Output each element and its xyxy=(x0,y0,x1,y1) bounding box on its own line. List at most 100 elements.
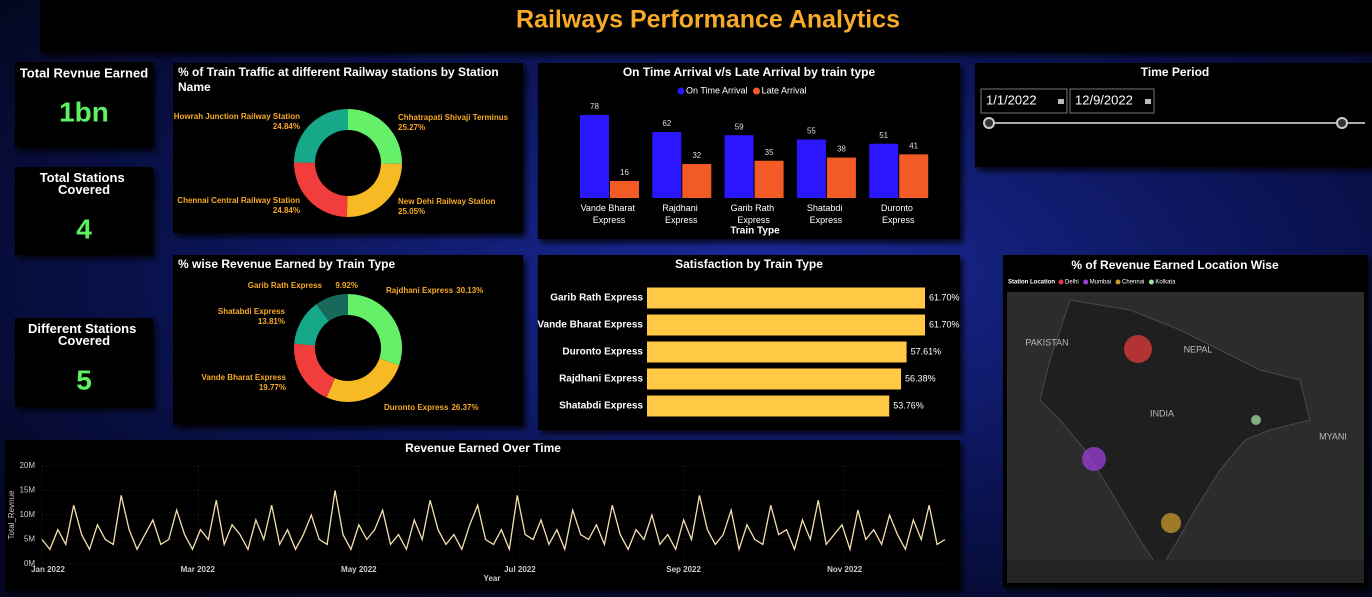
legend-label: Kolkata xyxy=(1155,280,1176,286)
bar xyxy=(647,395,890,417)
bar xyxy=(647,314,926,336)
pie-slice xyxy=(293,162,348,217)
bar xyxy=(647,287,926,309)
slice-value: 9.92% xyxy=(335,281,358,290)
slice-value: 19.77% xyxy=(259,383,286,392)
slider-handle[interactable] xyxy=(983,117,995,129)
bar-value: 56.38% xyxy=(905,373,936,383)
slice-label: Chhatrapati Shivaji Terminus xyxy=(398,113,509,122)
slider-handle[interactable] xyxy=(1336,117,1348,129)
y-tick-label: Garib Rath Express xyxy=(550,293,643,304)
bar xyxy=(647,368,902,390)
legend-dot xyxy=(1115,279,1121,285)
bar xyxy=(869,143,899,198)
map-sea xyxy=(1007,560,1364,583)
x-axis-title: Year xyxy=(484,574,501,583)
bar xyxy=(724,135,754,198)
card xyxy=(15,318,153,407)
card-label: Total Stations Covered xyxy=(40,170,129,197)
place-label: INDIA xyxy=(1150,408,1174,418)
bar-value: 38 xyxy=(837,145,846,154)
y-tick-label: Vande Bharat Express xyxy=(537,320,643,331)
x-tick-label: Rajdhani Express xyxy=(662,203,700,225)
bar-value: 32 xyxy=(692,151,701,160)
pie-slice xyxy=(348,109,403,164)
bar-value: 57.61% xyxy=(911,346,942,356)
slice-value: 24.84% xyxy=(273,206,300,215)
y-tick-label: 5M xyxy=(24,535,35,544)
y-tick-label: 10M xyxy=(19,510,35,519)
y-tick-label: 15M xyxy=(19,486,35,495)
legend-label: Mumbai xyxy=(1090,280,1111,286)
legend-dot xyxy=(677,87,685,95)
slicer-title: Time Period xyxy=(1141,65,1209,79)
slice-label: Duronto Express xyxy=(384,403,449,412)
slice-label: Rajdhani Express xyxy=(386,286,454,295)
slice-label: Shatabdi Express xyxy=(218,307,286,316)
bar xyxy=(610,180,639,198)
x-tick-label: Sep 2022 xyxy=(666,565,701,574)
header-bar xyxy=(40,0,1372,52)
slice-value: 24.84% xyxy=(273,122,300,131)
legend-dot xyxy=(1083,279,1089,285)
place-label: MYANI xyxy=(1319,431,1347,441)
pie-slice xyxy=(346,163,402,218)
map-bubble xyxy=(1082,447,1106,471)
x-tick-label: Mar 2022 xyxy=(181,565,216,574)
slice-label: Garib Rath Express xyxy=(248,281,323,290)
date-input[interactable] xyxy=(980,88,1068,114)
map-bubble xyxy=(1161,513,1181,533)
y-axis-title: Total_Revnue xyxy=(7,490,16,539)
calendar-icon xyxy=(1145,99,1151,104)
map-land xyxy=(1039,299,1311,571)
card xyxy=(15,167,153,255)
date-input[interactable] xyxy=(1069,88,1155,114)
chart-title: On Time Arrival v/s Late Arrival by trai… xyxy=(623,65,876,79)
y-tick-label: Rajdhani Express xyxy=(559,374,643,385)
card-value: 5 xyxy=(76,364,92,395)
pie-slice xyxy=(294,343,335,398)
legend-label: Late Arrival xyxy=(762,85,807,95)
card-label: Different Stations Covered xyxy=(28,321,140,348)
legend-dot xyxy=(1058,279,1064,285)
bar xyxy=(647,341,907,363)
bar-value: 35 xyxy=(765,148,774,157)
pie-slice xyxy=(316,294,348,322)
bar-value: 61.70% xyxy=(929,319,960,329)
bar xyxy=(754,160,784,198)
slice-value: 25.05% xyxy=(398,207,425,216)
chart-title: % wise Revenue Earned by Train Type xyxy=(178,257,396,271)
card xyxy=(15,62,153,148)
slice-label: Howrah Junction Railway Station xyxy=(174,112,300,121)
bar-value: 59 xyxy=(735,122,744,131)
bar-value: 78 xyxy=(590,102,599,111)
y-tick-label: 20M xyxy=(19,461,35,470)
slice-label: Vande Bharat Express xyxy=(202,373,287,382)
x-tick-label: Jul 2022 xyxy=(504,565,536,574)
bar-value: 16 xyxy=(620,168,629,177)
card-value: 1bn xyxy=(59,96,109,127)
map-bubble xyxy=(1251,415,1261,425)
pie-slice xyxy=(348,294,402,366)
pie-slice xyxy=(326,358,400,402)
x-axis-title: Train Type xyxy=(730,226,780,237)
slice-label: Chennai Central Railway Station xyxy=(177,196,300,205)
bar xyxy=(580,115,609,198)
place-label: PAKISTAN xyxy=(1025,337,1068,347)
slice-value: 30.13% xyxy=(456,286,483,295)
x-tick-label: Jan 2022 xyxy=(31,565,65,574)
chart-title: Satisfaction by Train Type xyxy=(675,257,823,271)
legend-dot xyxy=(1148,279,1154,285)
bar xyxy=(826,157,856,198)
end-date: 12/9/2022 xyxy=(1075,92,1133,107)
calendar-icon xyxy=(1058,99,1064,104)
bar xyxy=(899,154,929,198)
legend-dot xyxy=(753,87,761,95)
bar-value: 41 xyxy=(909,141,918,150)
slice-value: 26.37% xyxy=(451,403,478,412)
chart-title: % of Revenue Earned Location Wise xyxy=(1071,258,1279,272)
pie-slice xyxy=(294,304,329,346)
card-value: 4 xyxy=(76,213,92,244)
